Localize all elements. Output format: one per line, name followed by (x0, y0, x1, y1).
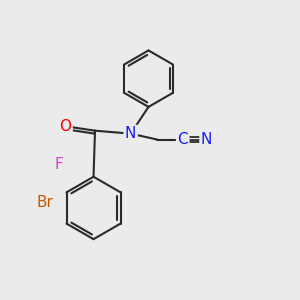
Text: N: N (125, 126, 136, 141)
Text: Br: Br (37, 194, 54, 209)
Text: F: F (55, 158, 64, 172)
Text: O: O (59, 119, 71, 134)
Text: N: N (201, 132, 212, 147)
Text: C: C (177, 132, 188, 147)
